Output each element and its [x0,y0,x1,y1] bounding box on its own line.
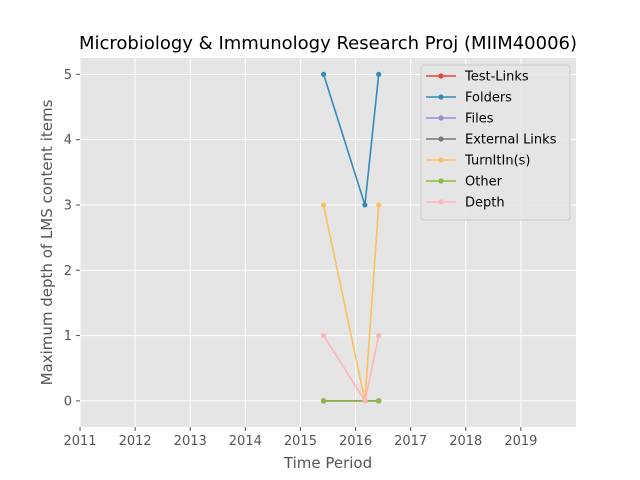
series-6 [320,332,382,404]
x-tick-label: 2012 [119,434,152,449]
legend-swatch-marker [438,73,444,79]
legend-entry: Depth [426,196,505,211]
data-point [320,202,327,208]
legend-swatch-marker [438,157,444,163]
x-tick-label: 2013 [174,434,207,449]
series-1 [320,71,382,208]
data-point [362,398,368,404]
legend-swatch-marker [438,199,444,205]
legend-label: Folders [465,91,512,106]
x-axis-label: Time Period [283,454,372,472]
legend-swatch-marker [438,178,444,184]
legend-entry: Files [426,112,494,127]
y-tick-label: 2 [64,264,72,279]
legend-entry: Test-Links [426,70,529,85]
legend-label: TurnItIn(s) [464,154,530,169]
legend: Test-Links Folders Files External Links Turn… [420,64,571,221]
series-layer [320,71,382,404]
x-tick-label: 2014 [229,434,262,449]
data-point [320,398,327,404]
x-tick-label: 2018 [449,434,482,449]
x-tick-label: 2015 [284,434,317,449]
y-tick-label: 4 [64,133,72,148]
x-tick-label: 2016 [339,434,372,449]
x-tick-label: 2011 [63,434,96,449]
data-point [376,71,382,77]
legend-swatch-marker [438,94,444,100]
x-tick-label: 2019 [504,434,537,449]
data-point [376,332,382,339]
data-point [376,398,382,404]
y-tick-label: 3 [64,198,72,213]
legend-entry: Folders [426,91,512,106]
x-axis-ticks: 2011 2012 2013 2014 2015 2016 2017 2018 2019 [63,427,537,449]
y-tick-label: 1 [64,329,72,344]
data-point [320,71,327,77]
legend-frame [420,64,571,221]
data-point [362,202,368,208]
legend-label: External Links [465,133,557,148]
y-tick-label: 0 [64,394,72,409]
x-tick-label: 2017 [394,434,427,449]
legend-label: Other [465,175,503,190]
chart-title: Microbiology & Immunology Research Proj … [79,33,577,54]
legend-swatch-marker [438,136,444,142]
y-tick-label: 5 [64,68,72,83]
legend-label: Depth [465,196,505,211]
legend-label: Test-Links [464,70,529,85]
data-point [376,202,382,208]
legend-swatch-marker [438,115,444,121]
legend-entry: Other [426,175,503,190]
legend-entry: External Links [426,133,557,148]
data-point [320,332,327,339]
y-axis-ticks: 0 1 2 3 4 5 [64,68,80,409]
y-axis-label: Maximum depth of LMS content items [38,99,56,385]
legend-label: Files [465,112,494,127]
legend-entry: TurnItIn(s) [426,154,530,169]
